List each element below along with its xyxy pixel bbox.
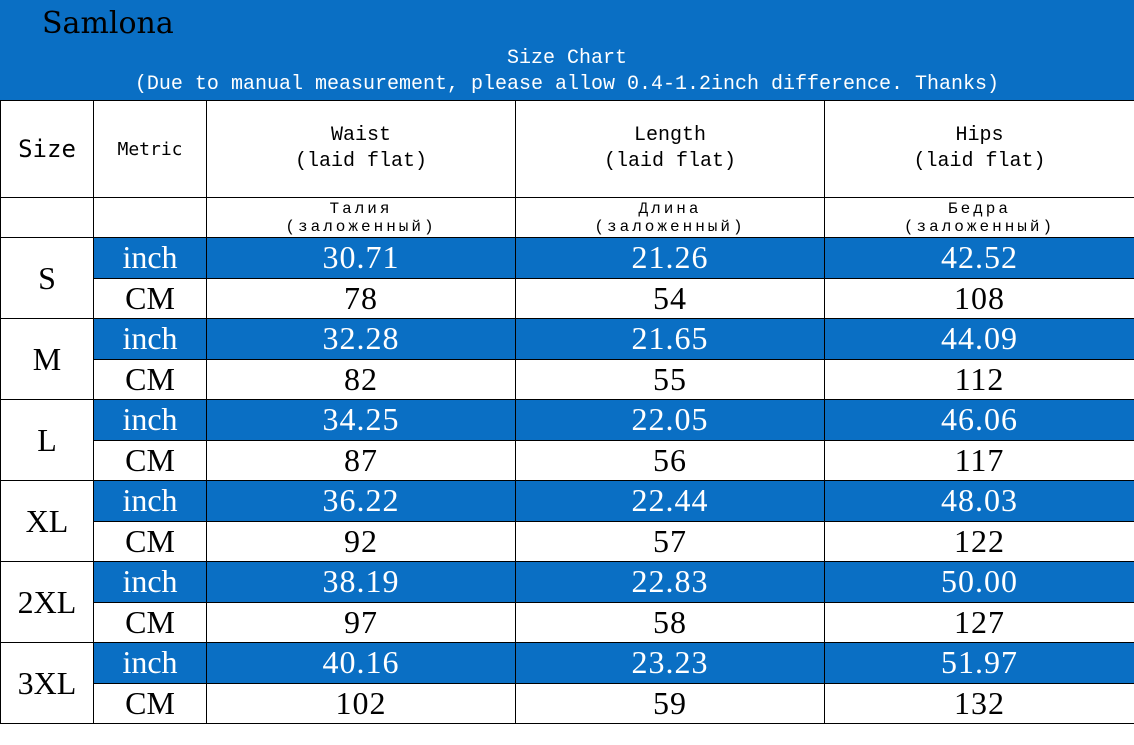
length-cm-value: 58 [515, 601, 825, 643]
chart-title: Size Chart [506, 47, 628, 70]
hips-cm-value: 127 [824, 601, 1134, 643]
russian-header-row: Талия (заложенный) Длина (заложенный) Бе… [0, 197, 1134, 238]
unit-cm-label: CM [93, 277, 207, 319]
length-inch-value: 22.05 [515, 399, 825, 441]
hips-cm-value: 108 [824, 277, 1134, 319]
size-row-inch: 2XL inch 38.19 22.83 50.00 [0, 561, 1134, 643]
hips-cm-value: 122 [824, 520, 1134, 562]
waist-inch-value: 30.71 [206, 237, 516, 279]
size-label: L [0, 399, 94, 481]
length-cm-value: 54 [515, 277, 825, 319]
hips-cm-value: 112 [824, 358, 1134, 400]
unit-cm-label: CM [93, 358, 207, 400]
length-inch-value: 22.83 [515, 561, 825, 603]
hips-column-header: Hips (laid flat) [824, 100, 1134, 198]
waist-cm-value: 97 [206, 601, 516, 643]
unit-inch-label: inch [93, 237, 207, 279]
waist-inch-value: 36.22 [206, 480, 516, 522]
waist-inch-value: 40.16 [206, 642, 516, 684]
brand-name: Samlona [42, 6, 174, 41]
length-inch-value: 22.44 [515, 480, 825, 522]
waist-ru-header: Талия (заложенный) [206, 197, 516, 238]
waist-header-line2: (laid flat) [294, 150, 428, 173]
hips-cm-value: 132 [824, 682, 1134, 724]
hips-inch-value: 42.52 [824, 237, 1134, 279]
title-banner: Samlona Size Chart (Due to manual measur… [0, 0, 1134, 101]
length-cm-value: 59 [515, 682, 825, 724]
hips-header-line2: (laid flat) [913, 150, 1046, 173]
hips-inch-value: 51.97 [824, 642, 1134, 684]
hips-ru-line1: Бедра [947, 199, 1011, 218]
waist-cm-value: 92 [206, 520, 516, 562]
waist-cm-value: 102 [206, 682, 516, 724]
waist-column-header: Waist (laid flat) [206, 100, 516, 198]
waist-header-line1: Waist [330, 124, 391, 147]
size-column-header: Size [0, 100, 94, 198]
waist-ru-line2: (заложенный) [285, 217, 437, 236]
hips-inch-value: 46.06 [824, 399, 1134, 441]
unit-cm-label: CM [93, 439, 207, 481]
waist-inch-value: 34.25 [206, 399, 516, 441]
size-label: M [0, 318, 94, 400]
length-cm-value: 57 [515, 520, 825, 562]
size-row-cm: CM 87 56 117 [1, 439, 1134, 481]
waist-cm-value: 78 [206, 277, 516, 319]
length-inch-value: 23.23 [515, 642, 825, 684]
empty-cell [0, 197, 94, 238]
hips-ru-line2: (заложенный) [903, 217, 1056, 236]
size-label: 2XL [0, 561, 94, 643]
waist-inch-value: 32.28 [206, 318, 516, 360]
length-cm-value: 55 [515, 358, 825, 400]
hips-inch-value: 44.09 [824, 318, 1134, 360]
unit-inch-label: inch [93, 642, 207, 684]
waist-ru-line1: Талия [329, 199, 393, 218]
length-column-header: Length (laid flat) [515, 100, 825, 198]
length-ru-header: Длина (заложенный) [515, 197, 825, 238]
size-label: XL [0, 480, 94, 562]
size-row-cm: CM 82 55 112 [1, 358, 1134, 400]
waist-cm-value: 82 [206, 358, 516, 400]
length-ru-line2: (заложенный) [594, 217, 746, 236]
waist-inch-value: 38.19 [206, 561, 516, 603]
waist-cm-value: 87 [206, 439, 516, 481]
size-row-cm: CM 92 57 122 [1, 520, 1134, 562]
unit-inch-label: inch [93, 399, 207, 441]
header-row: Size Metric Waist (laid flat) Length (la… [0, 100, 1134, 198]
hips-inch-value: 50.00 [824, 561, 1134, 603]
metric-column-header: Metric [93, 100, 207, 198]
size-row-inch: 3XL inch 40.16 23.23 51.97 [0, 642, 1134, 724]
unit-cm-label: CM [93, 601, 207, 643]
length-cm-value: 56 [515, 439, 825, 481]
hips-inch-value: 48.03 [824, 480, 1134, 522]
size-label: 3XL [0, 642, 94, 724]
size-row-cm: CM 97 58 127 [1, 601, 1134, 643]
length-inch-value: 21.26 [515, 237, 825, 279]
unit-cm-label: CM [93, 682, 207, 724]
unit-inch-label: inch [93, 318, 207, 360]
hips-header-line1: Hips [955, 124, 1004, 147]
unit-cm-label: CM [93, 520, 207, 562]
hips-cm-value: 117 [824, 439, 1134, 481]
size-chart-table: Size Metric Waist (laid flat) Length (la… [0, 100, 1134, 724]
hips-ru-header: Бедра (заложенный) [824, 197, 1134, 238]
size-row-inch: XL inch 36.22 22.44 48.03 [0, 480, 1134, 562]
length-header-line1: Length [633, 124, 706, 147]
length-ru-line1: Длина [638, 199, 702, 218]
size-label: S [0, 237, 94, 319]
empty-cell [93, 197, 207, 238]
length-header-line2: (laid flat) [603, 150, 737, 173]
unit-inch-label: inch [93, 561, 207, 603]
size-row-cm: CM 78 54 108 [1, 277, 1134, 319]
unit-inch-label: inch [93, 480, 207, 522]
length-inch-value: 21.65 [515, 318, 825, 360]
chart-subtitle: (Due to manual measurement, please allow… [134, 73, 1000, 96]
size-row-cm: CM 102 59 132 [1, 682, 1134, 724]
